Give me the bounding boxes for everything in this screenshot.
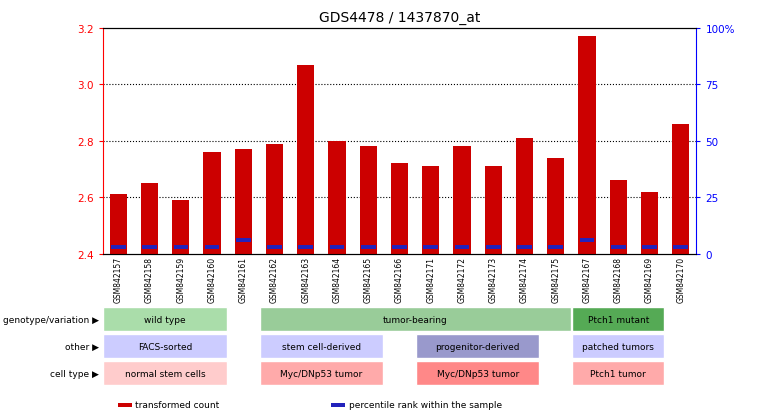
Text: GSM842175: GSM842175 [551,256,560,302]
Text: GSM842161: GSM842161 [239,256,248,302]
Text: stem cell-derived: stem cell-derived [282,342,361,351]
Bar [423,245,438,249]
Bar [642,245,657,249]
Text: normal stem cells: normal stem cells [125,369,205,378]
Bar [547,158,565,254]
Text: GSM842165: GSM842165 [364,256,373,302]
Bar [611,245,626,249]
Text: transformed count: transformed count [135,400,220,409]
Bar [486,245,501,249]
Text: genotype/variation ▶: genotype/variation ▶ [3,315,99,324]
Text: GSM842167: GSM842167 [582,256,591,302]
Bar [455,245,470,249]
Bar [174,245,188,249]
Bar [329,141,345,254]
Text: GSM842158: GSM842158 [145,256,154,302]
Text: progenitor-derived: progenitor-derived [435,342,520,351]
Bar [391,164,408,254]
Bar [141,184,158,254]
Bar [454,147,470,254]
Bar [172,201,189,254]
Bar [236,239,250,243]
Bar [205,245,219,249]
Text: GSM842171: GSM842171 [426,256,435,302]
Text: tumor-bearing: tumor-bearing [383,315,447,324]
Text: GSM842169: GSM842169 [645,256,654,302]
Bar [485,167,501,254]
Text: Ptch1 mutant: Ptch1 mutant [587,315,649,324]
Bar [392,245,407,249]
Title: GDS4478 / 1437870_at: GDS4478 / 1437870_at [319,11,480,25]
Text: FACS-sorted: FACS-sorted [138,342,193,351]
Text: GSM842164: GSM842164 [333,256,342,302]
Bar [142,245,157,249]
Bar [641,192,658,254]
Text: patched tumors: patched tumors [582,342,654,351]
Text: other ▶: other ▶ [65,342,99,351]
Bar [330,245,344,249]
Text: GSM842174: GSM842174 [520,256,529,302]
Bar [267,245,282,249]
Text: GSM842157: GSM842157 [114,256,123,302]
Text: GSM842172: GSM842172 [457,256,466,302]
Bar [298,66,314,254]
Text: cell type ▶: cell type ▶ [50,369,99,378]
Bar [234,150,252,254]
Text: Ptch1 tumor: Ptch1 tumor [591,369,646,378]
Bar [673,245,688,249]
Bar [516,139,533,254]
Text: GSM842160: GSM842160 [208,256,217,302]
Bar [361,245,376,249]
Text: GSM842173: GSM842173 [489,256,498,302]
Bar [203,153,221,254]
Text: GSM842163: GSM842163 [301,256,310,302]
Text: Myc/DNp53 tumor: Myc/DNp53 tumor [437,369,519,378]
Bar [422,167,439,254]
Text: GSM842168: GSM842168 [613,256,622,302]
Bar [672,125,689,254]
Bar [549,245,563,249]
Text: GSM842159: GSM842159 [177,256,186,302]
Text: wild type: wild type [145,315,186,324]
Bar [266,144,283,254]
Bar [360,147,377,254]
Text: GSM842166: GSM842166 [395,256,404,302]
Bar [298,245,313,249]
Bar [517,245,532,249]
Text: GSM842170: GSM842170 [677,256,685,302]
Bar [111,245,126,249]
Bar [610,181,627,254]
Bar [110,195,127,254]
Text: GSM842162: GSM842162 [270,256,279,302]
Text: Myc/DNp53 tumor: Myc/DNp53 tumor [280,369,362,378]
Text: percentile rank within the sample: percentile rank within the sample [349,400,501,409]
Bar [578,37,596,254]
Bar [580,239,594,243]
